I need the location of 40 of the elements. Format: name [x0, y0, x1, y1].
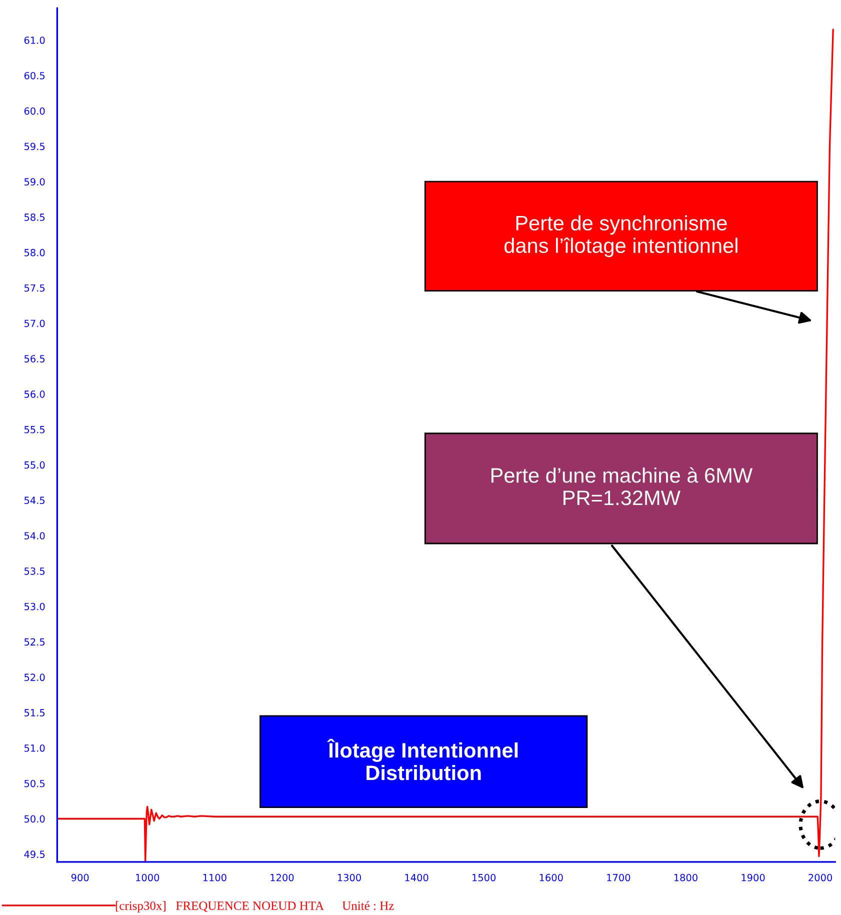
y-tick-label: 58.5: [24, 214, 45, 221]
y-tick-label: 57.5: [24, 284, 45, 292]
y-tick-label: 54.5: [24, 496, 45, 504]
x-tick-label: 2000: [808, 874, 832, 882]
annotation: Îlotage Intentionnel Distribution: [327, 738, 518, 780]
y-tick-label: 59.0: [24, 178, 45, 186]
y-tick-label: 50.5: [24, 780, 45, 788]
y-tick-label: 60.5: [24, 72, 45, 80]
y-tick-label: 54.0: [24, 532, 45, 540]
y-tick-label: 50.0: [24, 815, 45, 823]
annotation: Perte d’une machine à 6MW PR=1.32MW: [491, 467, 753, 506]
y-tick-label: 61.0: [24, 36, 45, 44]
y-tick-label: 60.0: [24, 107, 45, 115]
y-tick-label: 51.5: [24, 709, 45, 716]
x-tick-label: 1600: [540, 874, 563, 882]
x-tick-label: 1000: [136, 874, 160, 882]
y-tick-label: 53.5: [24, 567, 45, 575]
y-tick-label: 49.5: [24, 850, 45, 858]
y-tick-label: 59.5: [24, 142, 45, 150]
x-tick-label: 1400: [405, 874, 428, 882]
y-tick-label: 51.0: [24, 744, 45, 752]
x-tick-label: 1300: [338, 874, 361, 882]
x-tick-label: 1900: [742, 874, 765, 882]
y-tick-label: 52.5: [24, 638, 45, 646]
x-tick-label: 1500: [472, 874, 496, 882]
y-tick-label: 56.5: [24, 355, 45, 362]
x-tick-label: 1200: [270, 874, 294, 882]
y-tick-label: 53.0: [24, 602, 45, 610]
y-tick-label: 55.5: [24, 426, 45, 434]
y-tick-label: 58.0: [24, 248, 45, 256]
annotation: Perte de synchronisme dans l’îlotage intentionnel: [504, 215, 738, 258]
x-tick-label: 1700: [607, 874, 630, 882]
y-tick-label: 57.0: [24, 320, 45, 328]
y-tick-label: 52.0: [24, 674, 45, 682]
y-tick-label: 55.0: [24, 461, 45, 469]
text: [crisp30x] FREQUENCE NOEUD HTA Unité : Hz: [116, 901, 394, 912]
y-tick-label: 56.0: [24, 390, 45, 398]
x-tick-label: 1100: [203, 874, 226, 882]
x-tick-label: 900: [71, 874, 89, 882]
x-tick-label: 1800: [674, 874, 698, 882]
